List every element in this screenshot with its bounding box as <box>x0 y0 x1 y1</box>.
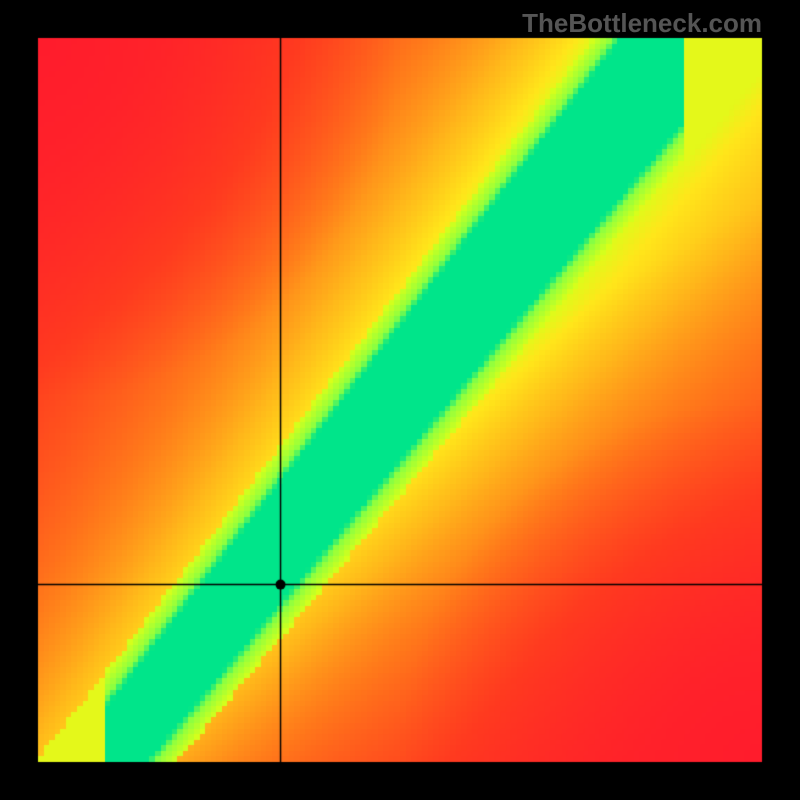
watermark-text: TheBottleneck.com <box>522 8 762 39</box>
chart-container: TheBottleneck.com <box>0 0 800 800</box>
bottleneck-heatmap <box>0 0 800 800</box>
